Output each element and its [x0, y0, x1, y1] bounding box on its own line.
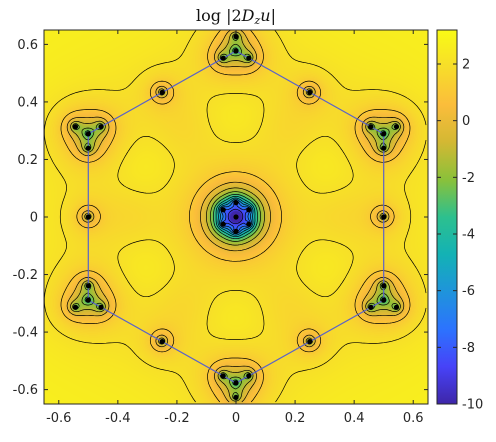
zero-point	[220, 221, 226, 227]
y-tick-label: 0.4	[17, 95, 38, 110]
zero-point	[381, 145, 387, 151]
colorbar-tick-label: -10	[462, 398, 483, 413]
zero-point	[233, 394, 239, 400]
zero-point	[220, 55, 226, 61]
x-tick-label: -0.2	[164, 411, 189, 426]
zero-point	[381, 214, 387, 220]
contour-line	[66, 30, 405, 403]
zero-point	[233, 214, 239, 220]
zero-markers	[72, 34, 400, 400]
y-tick-label: 0.2	[17, 153, 38, 168]
zero-point	[381, 131, 387, 137]
x-tick-label: -0.6	[46, 411, 71, 426]
x-tick-label: 0.6	[403, 411, 424, 426]
zero-point	[233, 34, 239, 40]
y-tick-label: 0.6	[17, 38, 38, 53]
x-axis: -0.6 -0.4 -0.2 0 0.2 0.4 0.6	[46, 30, 424, 426]
colorbar-tick-label: -8	[462, 341, 475, 356]
colorbar-tick-label: -6	[462, 284, 475, 299]
contour-line	[217, 197, 254, 236]
x-tick-label: -0.4	[105, 411, 130, 426]
zero-point	[233, 48, 239, 54]
colorbar-ticks: 2 0 -2 -4 -6 -8 -10	[437, 58, 483, 413]
zero-point	[159, 89, 165, 95]
zero-point	[85, 283, 91, 289]
colorbar: 2 0 -2 -4 -6 -8 -10	[436, 29, 483, 413]
y-tick-label: -0.2	[13, 268, 38, 283]
colorbar-tick-label: -4	[462, 228, 475, 243]
zero-point	[246, 55, 252, 61]
zero-point	[393, 304, 400, 310]
y-tick-label: -0.6	[13, 383, 38, 398]
zero-point	[393, 124, 400, 130]
zero-point	[307, 89, 313, 95]
x-tick-label: 0.2	[285, 411, 306, 426]
zero-point	[307, 339, 313, 345]
y-axis: -0.6 -0.4 -0.2 0 0.2 0.4 0.6	[13, 38, 428, 398]
zero-point	[85, 214, 91, 220]
zero-point	[85, 297, 91, 303]
plot-area	[44, 30, 428, 404]
zero-point	[381, 283, 387, 289]
zero-point	[233, 200, 239, 206]
zero-point	[220, 207, 226, 213]
zero-point	[159, 339, 165, 345]
x-tick-label: 0	[232, 411, 240, 426]
colorbar-gradient	[436, 29, 458, 405]
colorbar-tick-label: -2	[462, 171, 475, 186]
zero-point	[233, 228, 239, 234]
zero-point	[368, 304, 374, 310]
zero-point	[72, 124, 79, 130]
zero-point	[368, 124, 374, 130]
zero-point	[85, 145, 91, 151]
chart-title: log |2Dzu|	[196, 6, 276, 27]
zero-point	[381, 297, 387, 303]
y-tick-label: 0	[30, 211, 38, 226]
zero-point	[85, 131, 91, 137]
zero-point	[233, 380, 239, 386]
colorbar-tick-label: 2	[462, 58, 470, 73]
zero-point	[246, 207, 252, 213]
zero-point	[220, 373, 226, 379]
zero-point	[246, 221, 252, 227]
y-tick-label: -0.4	[13, 326, 38, 341]
x-tick-label: 0.4	[344, 411, 365, 426]
zero-point	[246, 373, 252, 379]
zero-point	[98, 304, 104, 310]
colorbar-tick-label: 0	[462, 114, 470, 129]
zero-point	[98, 124, 104, 130]
contour-line	[44, 30, 427, 403]
zero-point	[72, 304, 79, 310]
